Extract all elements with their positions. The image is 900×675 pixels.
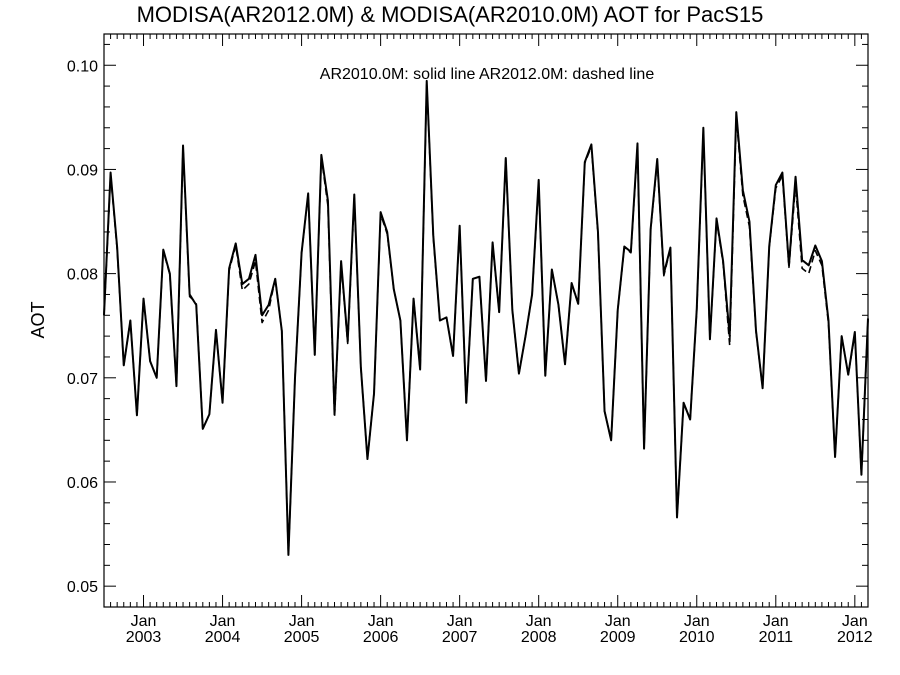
x-tick-year-label: 2007 (442, 629, 478, 646)
x-tick-year-label: 2009 (600, 629, 636, 646)
x-tick-month-label: Jan (447, 613, 473, 630)
x-tick-year-label: 2005 (284, 629, 320, 646)
plot-frame (103, 33, 869, 608)
x-tick-month-label: Jan (131, 613, 157, 630)
x-axis: Jan2003Jan2004Jan2005Jan2006Jan2007Jan20… (103, 34, 873, 646)
y-tick-label: 0.09 (67, 162, 98, 179)
x-tick-month-label: Jan (210, 613, 236, 630)
x-tick-year-label: 2011 (759, 629, 794, 646)
x-tick-year-label: 2004 (205, 629, 241, 646)
x-tick-month-label: Jan (289, 613, 315, 630)
y-tick-label: 0.07 (67, 371, 98, 388)
x-tick-month-label: Jan (763, 613, 789, 630)
series-line-ar2012-0m (103, 82, 869, 556)
x-tick-month-label: Jan (368, 613, 394, 630)
y-tick-label: 0.08 (67, 267, 98, 284)
chart-title: MODISA(AR2012.0M) & MODISA(AR2010.0M) AO… (137, 2, 764, 27)
y-axis: 0.05 0.06 0.07 0.08 0.09 0.10 (67, 43, 868, 608)
x-tick-year-label: 2003 (126, 629, 162, 646)
y-tick-label: 0.10 (67, 58, 98, 75)
x-tick-year-label: 2008 (521, 629, 557, 646)
x-tick-month-label: Jan (684, 613, 710, 630)
y-tick-label: 0.06 (67, 475, 98, 492)
y-axis-label: AOT (28, 301, 48, 338)
series-line-ar2010-0m (103, 79, 869, 556)
x-tick-month-label: Jan (526, 613, 552, 630)
x-tick-month-label: Jan (842, 613, 868, 630)
x-tick-year-label: 2006 (363, 629, 399, 646)
line-style-annotation: AR2010.0M: solid line AR2012.0M: dashed … (320, 66, 655, 83)
series-layer (103, 79, 869, 556)
y-tick-label: 0.05 (67, 579, 98, 596)
x-tick-month-label: Jan (605, 613, 631, 630)
x-tick-year-label: 2012 (837, 629, 873, 646)
x-tick-year-label: 2010 (679, 629, 715, 646)
